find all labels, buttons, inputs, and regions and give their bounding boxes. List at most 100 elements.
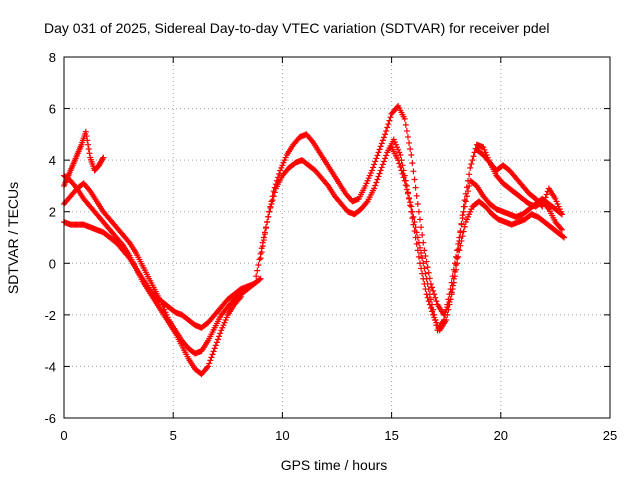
data-point-marker xyxy=(397,151,404,158)
data-point-marker xyxy=(402,182,409,189)
data-point-marker xyxy=(413,229,420,236)
data-point-marker xyxy=(403,186,410,193)
data-point-marker xyxy=(429,284,436,291)
data-point-marker xyxy=(460,208,467,215)
data-point-marker xyxy=(419,231,426,238)
data-point-marker xyxy=(415,208,422,215)
data-point-marker xyxy=(459,215,466,222)
x-axis-label: GPS time / hours xyxy=(281,457,388,473)
data-point-marker xyxy=(429,301,436,308)
data-point-marker xyxy=(420,260,427,267)
data-point-marker xyxy=(409,208,416,215)
data-point-marker xyxy=(73,184,80,191)
series-markers xyxy=(61,219,264,331)
data-point-marker xyxy=(379,161,386,168)
data-point-marker xyxy=(404,190,411,197)
data-point-marker xyxy=(558,226,565,233)
data-point-marker xyxy=(418,224,425,231)
chart-title: Day 031 of 2025, Sidereal Day-to-day VTE… xyxy=(44,20,550,36)
data-point-marker xyxy=(266,208,273,215)
data-point-marker xyxy=(378,164,385,171)
data-point-marker xyxy=(450,266,457,273)
axis-ticks: 0 5 10 15 20 25 -6 -4 -2 0 2 4 6 8 xyxy=(44,50,617,443)
data-point-marker xyxy=(371,161,378,168)
data-point-marker xyxy=(468,161,475,168)
data-point-marker xyxy=(261,231,268,238)
data-point-marker xyxy=(463,193,470,200)
x-tick-label: 15 xyxy=(384,428,398,443)
data-point-marker xyxy=(385,121,392,128)
data-point-marker xyxy=(461,197,468,204)
data-point-marker xyxy=(443,306,450,313)
data-point-marker xyxy=(377,143,384,150)
data-point-marker xyxy=(258,249,265,256)
data-point-marker xyxy=(404,133,411,140)
data-point-marker xyxy=(539,203,546,210)
data-point-marker xyxy=(125,238,132,245)
data-point-marker xyxy=(432,294,439,301)
data-point-marker xyxy=(397,164,404,171)
data-point-marker xyxy=(431,311,438,318)
data-point-marker xyxy=(466,182,473,189)
data-point-marker xyxy=(442,311,449,318)
data-point-marker xyxy=(265,213,272,220)
series-markers xyxy=(473,146,565,218)
data-point-marker xyxy=(458,221,465,228)
data-point-marker xyxy=(446,291,453,298)
y-tick-label: -2 xyxy=(44,308,56,323)
plot-frame xyxy=(63,56,611,419)
data-point-marker xyxy=(412,224,419,231)
data-point-marker xyxy=(407,145,414,152)
data-point-marker xyxy=(374,176,381,183)
data-point-marker xyxy=(99,155,106,162)
data-point-marker xyxy=(214,336,221,343)
data-point-marker xyxy=(423,258,430,265)
data-point-marker xyxy=(374,152,381,159)
data-point-marker xyxy=(308,137,315,144)
data-point-marker xyxy=(375,173,382,180)
x-tick-label: 0 xyxy=(60,428,67,443)
data-point-marker xyxy=(430,287,437,294)
data-point-marker xyxy=(407,199,414,206)
data-point-marker xyxy=(456,234,463,241)
data-point-marker xyxy=(272,181,279,188)
data-point-marker xyxy=(424,264,431,271)
data-point-marker xyxy=(409,215,416,222)
y-tick-label: 2 xyxy=(49,205,56,220)
data-point-marker xyxy=(384,124,391,131)
data-point-marker xyxy=(402,121,409,128)
data-point-marker xyxy=(419,255,426,262)
x-tick-label: 10 xyxy=(275,428,289,443)
data-point-marker xyxy=(377,167,384,174)
data-point-marker xyxy=(257,275,264,282)
data-point-marker xyxy=(406,139,413,146)
data-point-marker xyxy=(403,127,410,134)
data-point-marker xyxy=(210,348,217,355)
data-point-marker xyxy=(416,244,423,251)
data-point-marker xyxy=(461,223,468,230)
data-point-marker xyxy=(213,339,220,346)
data-point-marker xyxy=(207,357,214,364)
data-point-marker xyxy=(425,286,432,293)
data-point-marker xyxy=(413,192,420,199)
data-point-marker xyxy=(209,351,216,358)
data-point-marker xyxy=(378,140,385,147)
data-point-marker xyxy=(406,194,413,201)
data-point-marker xyxy=(236,295,243,302)
data-point-marker xyxy=(423,275,430,282)
data-point-marker xyxy=(454,247,461,254)
data-point-marker xyxy=(253,273,260,280)
data-point-marker xyxy=(83,133,90,140)
data-point-marker xyxy=(399,170,406,177)
data-point-marker xyxy=(426,291,433,298)
data-point-marker xyxy=(561,234,568,241)
data-point-marker xyxy=(401,177,408,184)
data-point-marker xyxy=(415,253,422,260)
data-point-marker xyxy=(396,160,403,167)
x-tick-label: 20 xyxy=(494,428,508,443)
data-point-marker xyxy=(462,198,469,205)
data-point-marker xyxy=(379,137,386,144)
data-point-marker xyxy=(267,203,274,210)
data-point-marker xyxy=(254,267,261,274)
